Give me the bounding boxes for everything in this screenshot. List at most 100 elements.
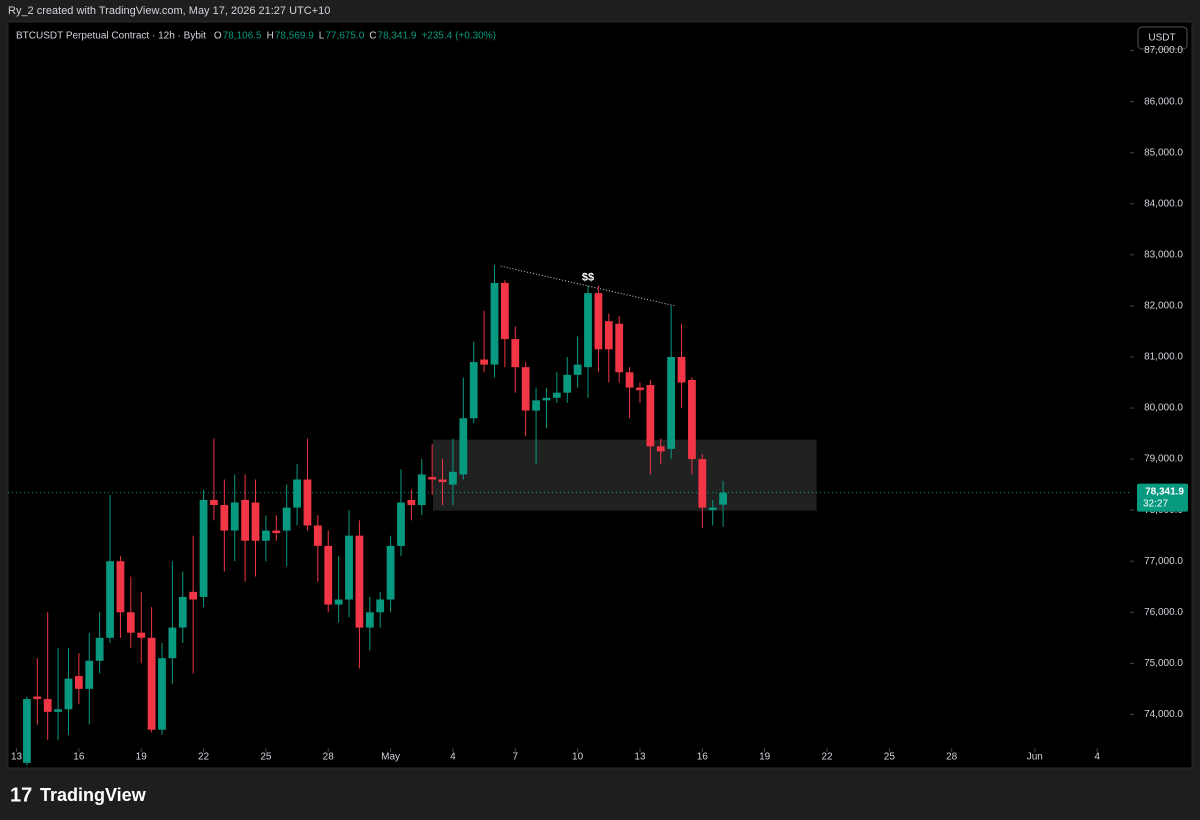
x-tick-label: 10 [572,752,584,763]
x-tick-label: 13 [11,752,23,763]
candle-body [116,561,125,613]
y-tick-label: 74,000.0 [1144,709,1183,720]
candle-body [365,612,374,628]
candle-body [656,446,665,452]
y-tick-label: 80,000.0 [1144,403,1183,414]
legend-value: 78,341.9 [378,31,417,42]
candle-body [604,321,613,350]
candle-body [64,678,73,710]
legend-value: 78,106.5 [223,31,262,42]
candle-body [303,479,312,526]
candle-body [376,599,385,613]
currency-label[interactable]: USDT [1148,33,1175,44]
y-tick-label: 85,000.0 [1144,147,1183,158]
candle-body [345,535,353,600]
candle-body [230,502,239,531]
candle-body [677,356,686,383]
plot-area [7,21,1193,769]
y-tick-label: 82,000.0 [1144,301,1183,312]
annotation: $$ [582,272,594,284]
y-tick-label: 79,000.0 [1144,454,1183,465]
candle-body [282,507,291,531]
candle-body [334,599,343,605]
chart-title: BTCUSDT Perpetual Contract · 12h · Bybit [16,31,206,42]
candle-body [646,385,655,447]
legend-value: 78,569.9 [275,31,314,42]
candle-body [708,507,717,511]
candle-body [386,545,395,600]
candle-body [667,356,676,449]
x-tick-label: 4 [450,752,456,763]
candle-body [573,364,582,375]
candle-body [147,637,156,730]
candle-body [594,293,603,350]
logo-mark: 17 [10,784,32,806]
x-tick-label: May [381,752,400,763]
candle-body [95,637,104,661]
y-tick-label: 84,000.0 [1144,198,1183,209]
candle-body [313,525,322,546]
candle-body [54,709,62,712]
candle-body [23,699,31,763]
candle-body [189,591,198,600]
candle-body [355,535,364,628]
legend-change: +235.4 (+0.30%) [421,31,496,42]
brand: TradingView [40,785,147,805]
x-tick-label: 16 [73,752,85,763]
candle-body [532,400,540,411]
candle-body [584,293,592,368]
price-tag-label: 78,341.9 [1145,486,1184,497]
candle-body [158,658,166,730]
legend-key: O [214,31,222,42]
candle-body [126,612,135,633]
candle-body [407,499,416,506]
candle-body [480,359,489,365]
candle-body [168,627,177,659]
candle-body [521,367,530,411]
countdown: 32:27 [1143,498,1168,509]
candle-body [469,362,478,419]
candle-body [106,561,114,638]
x-tick-label: Jun [1027,752,1043,763]
candle-body [178,596,187,628]
candle-body [563,374,572,393]
x-tick-label: 7 [512,752,518,763]
candle-body [417,474,426,506]
y-tick-label: 87,000.0 [1144,45,1183,56]
watermark: Ry_2 created with TradingView.com, May 1… [8,5,330,17]
y-tick-label: 77,000.0 [1144,556,1183,567]
candle-body [615,323,624,373]
candle-body [43,699,52,712]
legend-key: C [369,31,376,42]
candle-body [719,492,727,505]
x-tick-label: 22 [821,752,833,763]
candle-body [251,502,260,541]
candle-body [449,471,457,485]
currency-button[interactable] [1137,26,1188,50]
y-tick-label: 83,000.0 [1144,249,1183,260]
legend-key: L [319,31,325,42]
candle-body [220,505,229,531]
candle-body [625,372,634,388]
candle-body [262,530,270,541]
candle-body [85,660,94,689]
x-tick-label: 25 [260,752,272,763]
x-tick-label: 22 [198,752,210,763]
x-tick-label: 25 [884,752,896,763]
candle-body [698,459,707,508]
candle-body [552,392,561,398]
candle-body [688,379,696,460]
legend-value: 77,675.0 [325,31,364,42]
y-tick-label: 81,000.0 [1144,352,1183,363]
x-tick-label: 19 [759,752,771,763]
y-tick-label: 76,000.0 [1144,607,1183,618]
candle-body [241,499,250,541]
candle-body [397,502,405,546]
zone [432,439,817,511]
x-tick-label: 19 [136,752,148,763]
y-tick-label: 86,000.0 [1144,96,1183,107]
candle-body [636,387,644,391]
candle-body [500,282,509,340]
x-tick-label: 13 [634,752,646,763]
